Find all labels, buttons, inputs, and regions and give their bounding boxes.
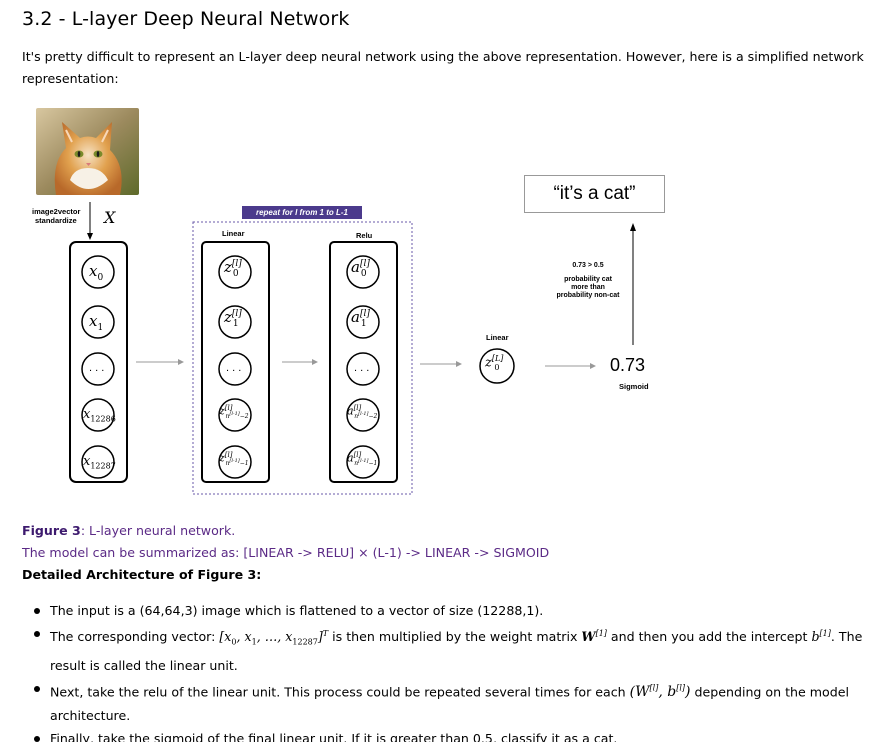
bullet-item-1: The input is a (64,64,3) image which is … (34, 599, 880, 622)
input-node-x0: x0 (89, 262, 104, 283)
a-node-1: a[l]1 (351, 308, 370, 329)
repeat-banner: repeat for l from 1 to L-1 (242, 206, 362, 219)
bullet-item-3: Next, take the relu of the linear unit. … (34, 677, 880, 728)
threshold-line-2: probability cat (564, 276, 612, 283)
a-node-ellipsis: . . . (354, 362, 370, 374)
intro-paragraph: It's pretty difficult to represent an L-… (22, 49, 864, 86)
bullet-2-weight-math: W[1] (581, 629, 607, 645)
bullet-4-text: Finally, take the sigmoid of the final l… (50, 731, 618, 742)
input-node-x1: x1 (89, 312, 104, 333)
image2vector-label: image2vector (32, 207, 81, 216)
z-node-0: z[l]0 (224, 258, 242, 279)
figure-caption: Figure 3: L-layer neural network. (22, 520, 235, 542)
linear-column-label: Linear (222, 229, 245, 238)
input-node-x12287: x12287 (83, 454, 116, 471)
bullet-2-vector-math: [x0, x1, …, x12287]T (219, 629, 329, 647)
bullet-item-2: The corresponding vector: [x0, x1, …, x1… (34, 622, 880, 677)
output-node-zL: z[L]0 (485, 354, 504, 372)
bullet-2-bias-math: b[1] (811, 629, 831, 645)
z-node-ellipsis: . . . (226, 362, 242, 374)
bullet-2-post: . The result is called the linear unit. (50, 629, 863, 673)
relu-column-label: Relu (356, 231, 373, 240)
figure-caption-text: : L-layer neural network. (80, 523, 236, 538)
a-node-0: a[l]0 (351, 258, 370, 279)
bullet-1-text: The input is a (64,64,3) image which is … (50, 603, 544, 618)
bullet-item-4: Finally, take the sigmoid of the final l… (34, 727, 880, 742)
bullet-3-params-math: (W[l], b[l]) (629, 683, 691, 701)
architecture-bullet-list: The input is a (64,64,3) image which is … (34, 599, 880, 742)
architecture-title-bold: Detailed Architecture of Figure 3 (22, 567, 257, 582)
bullet-3-pre: Next, take the relu of the linear unit. … (50, 684, 630, 700)
threshold-line-1: 0.73 > 0.5 (572, 262, 604, 269)
sigmoid-label: Sigmoid (619, 382, 649, 391)
z-node-n-1: z[l]n[l-1]−1 (219, 451, 249, 467)
a-node-n-1: a[l]n[l-1]−1 (347, 451, 378, 467)
bullet-3-post: depending on the model architecture. (50, 684, 850, 724)
z-node-1: z[l]1 (224, 308, 242, 329)
bullet-2-mid: is then multiplied by the weight matrix (328, 629, 582, 645)
cat-quote-box: “it’s a cat” (524, 175, 665, 213)
input-node-x12286: x12286 (83, 407, 116, 424)
architecture-title: Detailed Architecture of Figure 3: (22, 564, 261, 586)
z-node-n-2: z[l]n[l-1]−2 (219, 404, 249, 420)
figure-caption-bold: Figure 3 (22, 523, 81, 538)
model-summary: The model can be summarized as: [LINEAR … (22, 545, 550, 560)
a-node-n-2: a[l]n[l-1]−2 (347, 404, 378, 420)
output-value: 0.73 (610, 355, 646, 375)
threshold-line-3: more than (571, 284, 605, 291)
threshold-line-4: probability non-cat (556, 292, 620, 299)
architecture-title-colon: : (256, 567, 262, 582)
bullet-2-mid2: and then you add the intercept (606, 629, 812, 645)
bullet-2-pre: The corresponding vector: (50, 629, 220, 645)
x-vector-symbol: X (104, 208, 116, 227)
final-linear-label: Linear (486, 333, 509, 342)
section-heading: 3.2 - L-layer Deep Neural Network (22, 8, 350, 30)
standardize-label: standardize (35, 216, 77, 225)
input-node-ellipsis: . . . (89, 362, 105, 374)
cat-photo (36, 108, 139, 195)
